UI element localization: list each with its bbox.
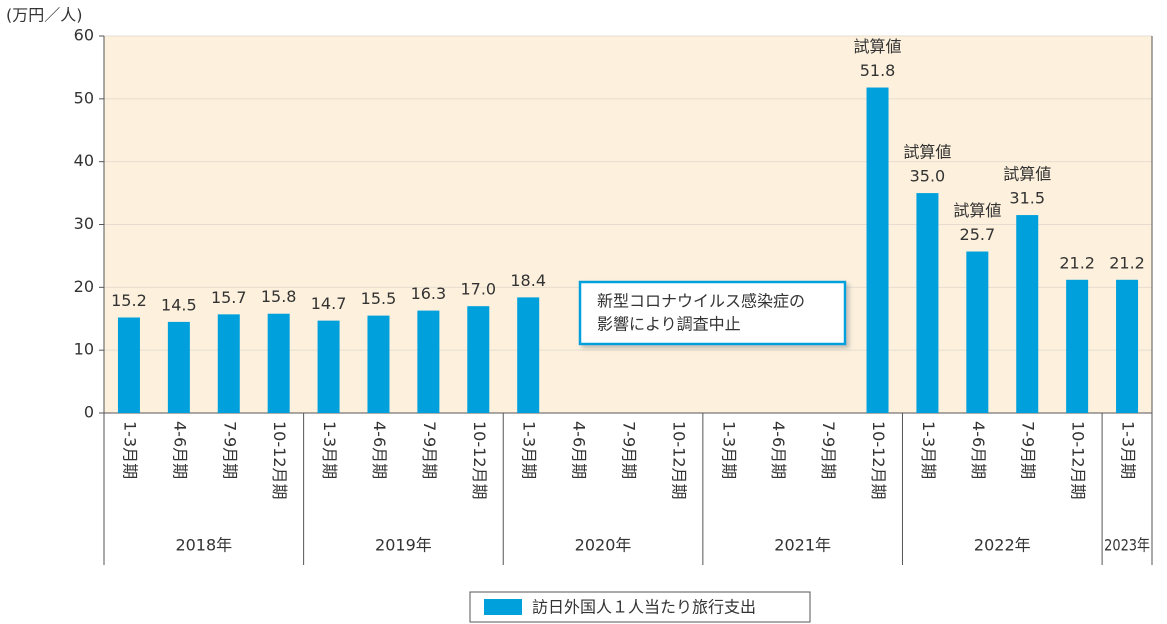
- estimate-note: 試算値: [854, 37, 902, 56]
- x-tick-label: 10-12月期: [470, 421, 489, 500]
- x-tick-label: 10-12月期: [270, 421, 289, 500]
- x-tick-label: 7-9月期: [420, 421, 439, 479]
- y-axis-label: (万円／人): [6, 6, 83, 25]
- x-tick-label: 1-3月期: [919, 421, 938, 479]
- data-label: 14.7: [311, 294, 347, 313]
- y-tick-label: 20: [74, 277, 94, 296]
- data-label: 16.3: [411, 284, 447, 303]
- x-tick-label: 4-6月期: [969, 421, 988, 479]
- annotation-box: [578, 280, 847, 346]
- year-label: 2021年: [774, 536, 831, 555]
- data-label: 31.5: [1009, 189, 1045, 208]
- bar: [517, 297, 540, 413]
- bar: [217, 314, 240, 413]
- data-label: 35.0: [910, 167, 946, 186]
- x-tick-label: 1-3月期: [1119, 421, 1138, 479]
- y-tick-label: 60: [74, 26, 94, 45]
- legend-box: [469, 591, 811, 623]
- annotation-text: 影響により調査中止: [597, 315, 741, 334]
- x-tick-label: 1-3月期: [719, 421, 738, 479]
- legend-label: 訪日外国人１人当たり旅行支出: [532, 598, 756, 617]
- x-tick-label: 10-12月期: [869, 421, 888, 500]
- data-label: 15.8: [261, 287, 297, 306]
- bar: [367, 315, 390, 413]
- year-label: 2023年: [1104, 536, 1150, 555]
- data-label: 15.7: [211, 288, 247, 307]
- x-tick-label: 1-3月期: [320, 421, 339, 479]
- data-label: 21.2: [1109, 253, 1145, 272]
- legend-swatch: [484, 599, 522, 615]
- bar: [117, 317, 140, 413]
- data-label: 25.7: [960, 225, 996, 244]
- y-tick-label: 50: [74, 88, 94, 107]
- x-tick-label: 1-3月期: [120, 421, 139, 479]
- estimate-note: 試算値: [953, 201, 1001, 220]
- x-tick-label: 1-3月期: [520, 421, 539, 479]
- bar: [866, 87, 889, 414]
- annotation-text: 新型コロナウイルス感染症の: [597, 292, 805, 311]
- data-label: 21.2: [1059, 253, 1095, 272]
- x-tick-label: 7-9月期: [620, 421, 639, 479]
- x-tick-label: 10-12月期: [669, 421, 688, 500]
- data-label: 18.4: [510, 271, 546, 290]
- data-label: 51.8: [860, 61, 896, 80]
- bar: [1116, 279, 1139, 413]
- estimate-note: 試算値: [903, 143, 951, 162]
- year-label: 2019年: [375, 536, 432, 555]
- bar: [167, 321, 190, 413]
- x-tick-label: 7-9月期: [819, 421, 838, 479]
- year-label: 2018年: [175, 536, 232, 555]
- bar: [966, 251, 989, 413]
- bar: [1016, 215, 1039, 413]
- bar: [467, 306, 490, 413]
- data-label: 14.5: [161, 295, 197, 314]
- bar: [1066, 279, 1089, 413]
- x-tick-label: 10-12月期: [1069, 421, 1088, 500]
- bar: [267, 313, 290, 413]
- x-tick-label: 7-9月期: [1019, 421, 1038, 479]
- x-tick-label: 4-6月期: [769, 421, 788, 479]
- x-tick-label: 4-6月期: [370, 421, 389, 479]
- bar: [317, 320, 340, 413]
- y-tick-label: 30: [74, 214, 94, 233]
- y-tick-label: 0: [84, 403, 94, 422]
- y-tick-label: 40: [74, 151, 94, 170]
- x-tick-label: 4-6月期: [570, 421, 589, 479]
- bar: [417, 310, 440, 413]
- data-label: 15.5: [361, 289, 397, 308]
- data-label: 17.0: [460, 280, 496, 299]
- year-label: 2020年: [575, 536, 632, 555]
- x-tick-label: 4-6月期: [170, 421, 189, 479]
- year-label: 2022年: [974, 536, 1031, 555]
- estimate-note: 試算値: [1003, 165, 1051, 184]
- bar: [916, 193, 939, 413]
- y-tick-label: 10: [74, 340, 94, 359]
- x-tick-label: 7-9月期: [220, 421, 239, 479]
- data-label: 15.2: [111, 291, 147, 310]
